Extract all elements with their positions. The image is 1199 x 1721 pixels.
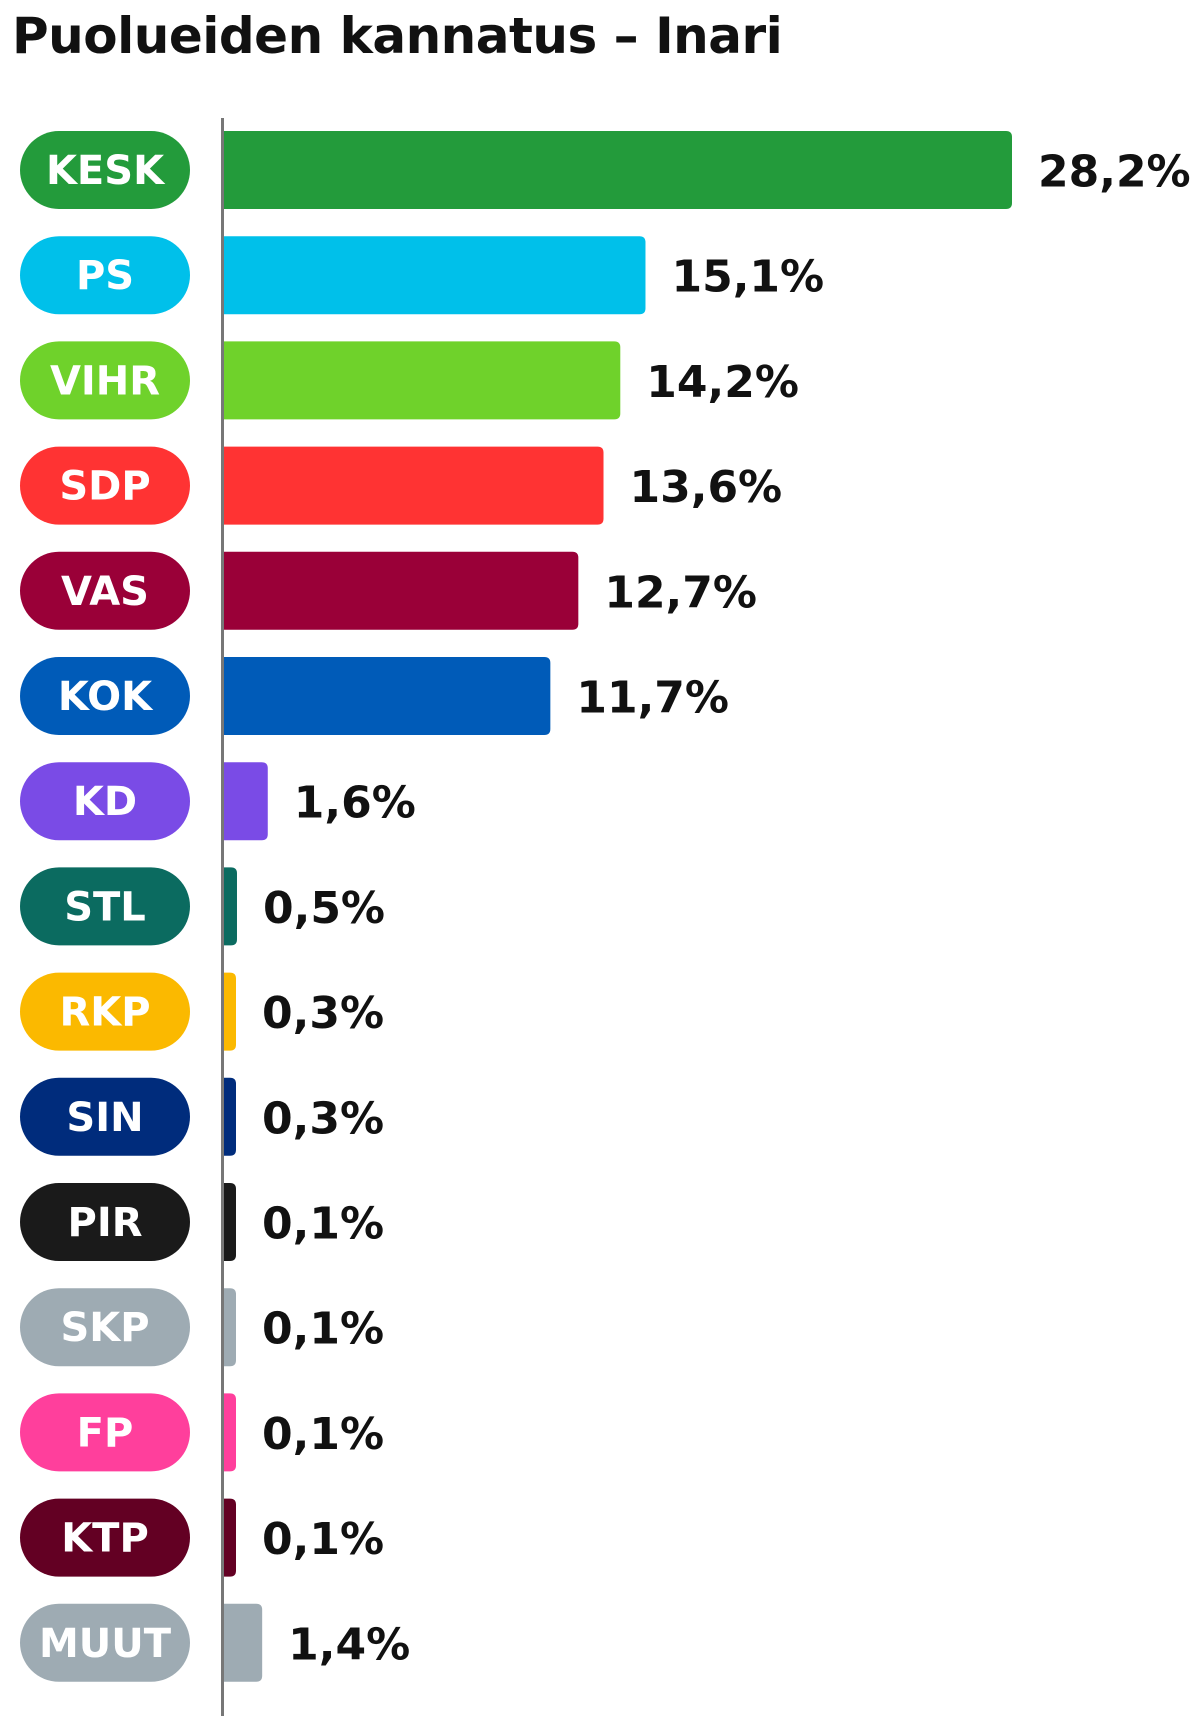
bar-rkp xyxy=(223,972,236,1051)
category-pill-vas xyxy=(20,551,190,630)
value-label-ktp: 0,1% xyxy=(262,1514,384,1565)
category-label-kd: KD xyxy=(73,779,137,825)
category-pill-stl xyxy=(20,867,190,946)
category-label-muut: MUUT xyxy=(39,1621,172,1667)
category-label-stl: STL xyxy=(64,884,146,930)
category-label-sin: SIN xyxy=(66,1095,143,1141)
bar-pir xyxy=(223,1183,236,1261)
category-label-fp: FP xyxy=(77,1410,134,1456)
bar-sdp xyxy=(223,446,604,525)
bar-muut xyxy=(223,1603,263,1682)
category-label-ktp: KTP xyxy=(61,1516,149,1562)
chart-title: Puolueiden kannatus – Inari xyxy=(12,7,783,65)
value-label-vihr: 14,2% xyxy=(646,357,799,408)
category-pill-kok xyxy=(20,657,190,735)
category-label-skp: SKP xyxy=(60,1305,149,1351)
value-label-vas: 12,7% xyxy=(604,567,757,618)
value-label-skp: 0,1% xyxy=(262,1304,384,1355)
bar-kd xyxy=(223,762,268,841)
category-label-vas: VAS xyxy=(61,569,149,615)
value-label-kesk: 28,2% xyxy=(1038,147,1191,198)
bar-kok xyxy=(223,657,551,735)
bar-fp xyxy=(223,1393,236,1472)
value-label-rkp: 0,3% xyxy=(262,988,384,1039)
category-label-kok: KOK xyxy=(58,674,154,720)
category-pill-skp xyxy=(20,1288,190,1367)
category-label-vihr: VIHR xyxy=(50,358,160,404)
category-pill-sdp xyxy=(20,446,190,525)
category-pill-rkp xyxy=(20,972,190,1051)
bar-ktp xyxy=(223,1498,236,1577)
category-label-kesk: KESK xyxy=(46,148,166,194)
value-label-sdp: 13,6% xyxy=(630,462,783,513)
category-pill-kd xyxy=(20,762,190,841)
bar-kesk xyxy=(223,131,1012,209)
value-label-fp: 0,1% xyxy=(262,1409,384,1460)
category-pill-kesk xyxy=(20,131,190,209)
category-pill-vihr xyxy=(20,341,190,420)
category-pill-pir xyxy=(20,1183,190,1261)
bar-sin xyxy=(223,1077,236,1156)
category-label-pir: PIR xyxy=(68,1200,143,1246)
bar-stl xyxy=(223,867,237,946)
value-label-pir: 0,1% xyxy=(262,1199,384,1250)
value-label-ps: 15,1% xyxy=(671,252,824,303)
category-pill-ps xyxy=(20,236,190,315)
category-label-sdp: SDP xyxy=(59,464,150,510)
category-label-rkp: RKP xyxy=(59,990,150,1036)
value-label-stl: 0,5% xyxy=(263,883,385,934)
value-label-kd: 1,6% xyxy=(294,778,416,829)
category-pill-ktp xyxy=(20,1498,190,1577)
bar-ps xyxy=(223,236,646,315)
bar-skp xyxy=(223,1288,236,1367)
category-pill-muut xyxy=(20,1603,190,1682)
bar-vas xyxy=(223,551,579,630)
value-label-sin: 0,3% xyxy=(262,1093,384,1144)
value-label-kok: 11,7% xyxy=(576,673,729,724)
bar-vihr xyxy=(223,341,621,420)
category-pill-sin xyxy=(20,1077,190,1156)
value-label-muut: 1,4% xyxy=(288,1619,410,1670)
category-pill-fp xyxy=(20,1393,190,1472)
category-label-ps: PS xyxy=(76,253,134,299)
